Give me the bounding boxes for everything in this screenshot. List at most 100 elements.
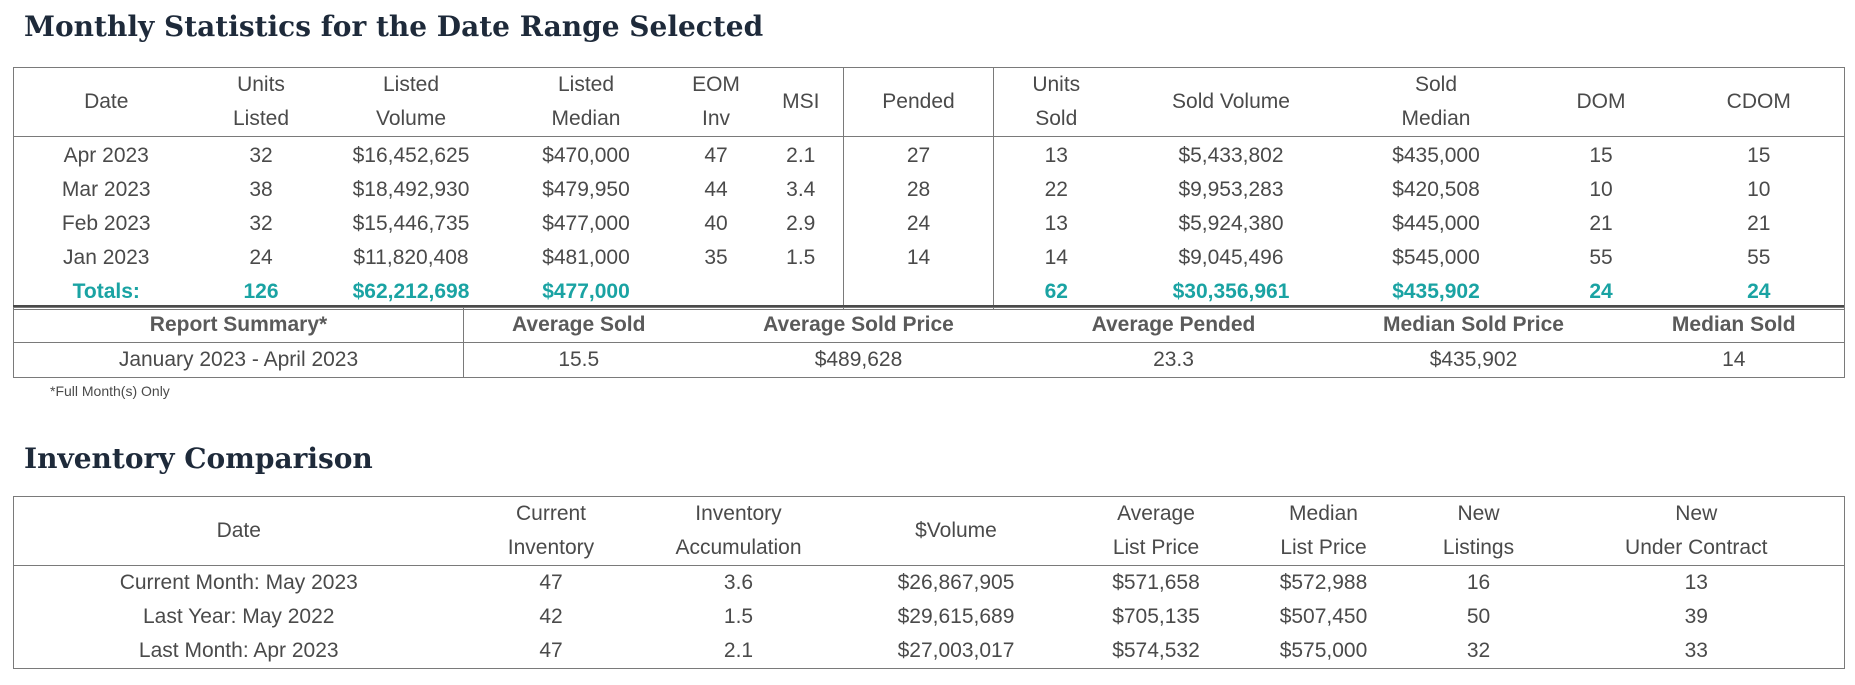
totals-row: Totals: 126 $62,212,698 $477,000 62 $30,356,9… xyxy=(14,275,1845,310)
table-cell: 33 xyxy=(1684,639,1708,662)
table-cell: 1.5 xyxy=(723,605,754,628)
table-row: Mar 2023 38 $18,492,930 $479,950 44 3.4 28 22 $9… xyxy=(14,173,1845,207)
table-cell: Last Year: May 2022 xyxy=(143,605,335,628)
inventory-header: New xyxy=(1457,502,1500,525)
table-cell: 42 xyxy=(539,605,563,628)
header-date: Date xyxy=(84,90,129,113)
table-row: Last Month: Apr 2023 47 2.1 $27,003,017 $574… xyxy=(14,634,1845,669)
summary-header-report: Report Summary* xyxy=(13,307,464,343)
summary-header-median-sold: Median Sold xyxy=(1623,307,1845,343)
table-cell: $574,532 xyxy=(1112,639,1200,662)
table-cell: 55 xyxy=(1589,246,1613,269)
table-cell: Apr 2023 xyxy=(63,144,149,167)
inventory-header: Average xyxy=(1117,502,1195,525)
header-sold-median-2: Median xyxy=(1401,107,1471,130)
table-cell: 55 xyxy=(1747,246,1771,269)
inventory-comparison-title: Inventory Comparison xyxy=(24,442,373,475)
inventory-header: Median xyxy=(1289,502,1358,525)
monthly-statistics-title: Monthly Statistics for the Date Range Se… xyxy=(24,10,764,43)
table-cell: $545,000 xyxy=(1392,246,1480,269)
table-cell: 14 xyxy=(1044,246,1068,269)
summary-average-pended: 23.3 xyxy=(1153,348,1194,371)
summary-median-sold: 14 xyxy=(1722,348,1746,371)
table-row: Last Year: May 2022 42 1.5 $29,615,689 $705,… xyxy=(14,600,1845,634)
table-cell: $5,924,380 xyxy=(1178,212,1284,235)
summary-average-sold-price: $489,628 xyxy=(814,348,903,371)
table-cell: $16,452,625 xyxy=(352,144,470,167)
header-cdom: CDOM xyxy=(1726,90,1791,113)
table-cell: $62,212,698 xyxy=(352,280,470,303)
table-cell: $507,450 xyxy=(1279,605,1368,628)
table-cell: 28 xyxy=(843,173,994,207)
table-cell: 2.1 xyxy=(723,639,754,662)
inventory-header-line2: List Price xyxy=(1280,536,1367,559)
inventory-header: Date xyxy=(216,519,261,542)
table-cell: $29,615,689 xyxy=(897,605,1015,628)
header-sold-median: Sold xyxy=(1414,73,1458,96)
table-cell: 50 xyxy=(1466,605,1491,628)
table-cell: $11,820,408 xyxy=(353,246,469,269)
table-cell: $5,433,802 xyxy=(1178,144,1284,167)
table-cell: $479,950 xyxy=(542,178,630,201)
table-cell: 39 xyxy=(1684,605,1708,628)
summary-row: January 2023 - April 2023 15.5 $489,628 … xyxy=(13,342,1845,378)
table-cell: 126 xyxy=(243,280,279,303)
inventory-header: New xyxy=(1675,502,1718,525)
table-cell: $420,508 xyxy=(1392,178,1480,201)
header-listed-median: Listed xyxy=(557,73,615,96)
table-cell: 27 xyxy=(843,136,994,173)
inventory-header-line2: Accumulation xyxy=(675,536,802,559)
table-cell: 13 xyxy=(1044,144,1068,167)
table-cell: 15 xyxy=(1747,144,1771,167)
table-cell: 47 xyxy=(704,144,728,167)
table-cell: 2.9 xyxy=(758,207,844,241)
inventory-header-line2: List Price xyxy=(1112,536,1200,559)
table-cell: 3.6 xyxy=(723,571,754,594)
header-msi: MSI xyxy=(758,67,844,137)
summary-header-average-sold: Average Sold xyxy=(463,307,694,343)
table-cell: Feb 2023 xyxy=(61,212,151,235)
footnote: *Full Month(s) Only xyxy=(50,383,170,399)
table-cell: Mar 2023 xyxy=(61,178,151,201)
table-cell: $26,867,905 xyxy=(897,571,1015,594)
table-cell: $571,658 xyxy=(1112,571,1200,594)
table-cell: 10 xyxy=(1589,178,1613,201)
table-cell: 24 xyxy=(249,246,273,269)
table-cell: $9,045,496 xyxy=(1178,246,1284,269)
table-cell: 44 xyxy=(704,178,728,201)
table-cell: $445,000 xyxy=(1392,212,1480,235)
table-cell: 2.1 xyxy=(758,136,844,173)
table-cell: $18,492,930 xyxy=(352,178,470,201)
table-cell: $9,953,283 xyxy=(1178,178,1284,201)
inventory-header-line2: Listings xyxy=(1442,536,1515,559)
inventory-header: $Volume xyxy=(915,519,997,542)
table-cell: Current Month: May 2023 xyxy=(119,571,358,594)
table-cell: 14 xyxy=(843,241,994,275)
inventory-header: Current xyxy=(515,502,587,525)
table-cell: 24 xyxy=(843,207,994,241)
table-cell: 15 xyxy=(1589,144,1613,167)
table-cell: $481,000 xyxy=(542,246,630,269)
table-cell: 32 xyxy=(249,212,273,235)
header-dom: DOM xyxy=(1576,90,1626,113)
table-cell: 62 xyxy=(1044,280,1068,303)
table-cell: $470,000 xyxy=(542,144,630,167)
table-cell: 35 xyxy=(704,246,728,269)
table-cell: 13 xyxy=(1684,571,1708,594)
table-cell: 3.4 xyxy=(758,173,844,207)
table-row: Current Month: May 2023 47 3.6 $26,867,905 $… xyxy=(14,566,1845,601)
table-cell: Jan 2023 xyxy=(63,246,150,269)
summary-median-sold-price: $435,902 xyxy=(1429,348,1518,371)
summary-header-median-sold-price: Median Sold Price xyxy=(1323,307,1624,343)
table-cell: 24 xyxy=(1747,280,1771,303)
table-cell: Totals: xyxy=(72,280,140,303)
table-cell: $30,356,961 xyxy=(1172,280,1290,303)
table-cell: $477,000 xyxy=(542,212,630,235)
table-cell: $477,000 xyxy=(542,280,630,303)
header-units-listed: Units xyxy=(237,73,285,96)
table-cell: $572,988 xyxy=(1279,571,1368,594)
table-cell: 40 xyxy=(704,212,728,235)
table-cell: $705,135 xyxy=(1112,605,1200,628)
header-listed-volume-2: Volume xyxy=(375,107,447,130)
table-cell: $435,000 xyxy=(1392,144,1480,167)
